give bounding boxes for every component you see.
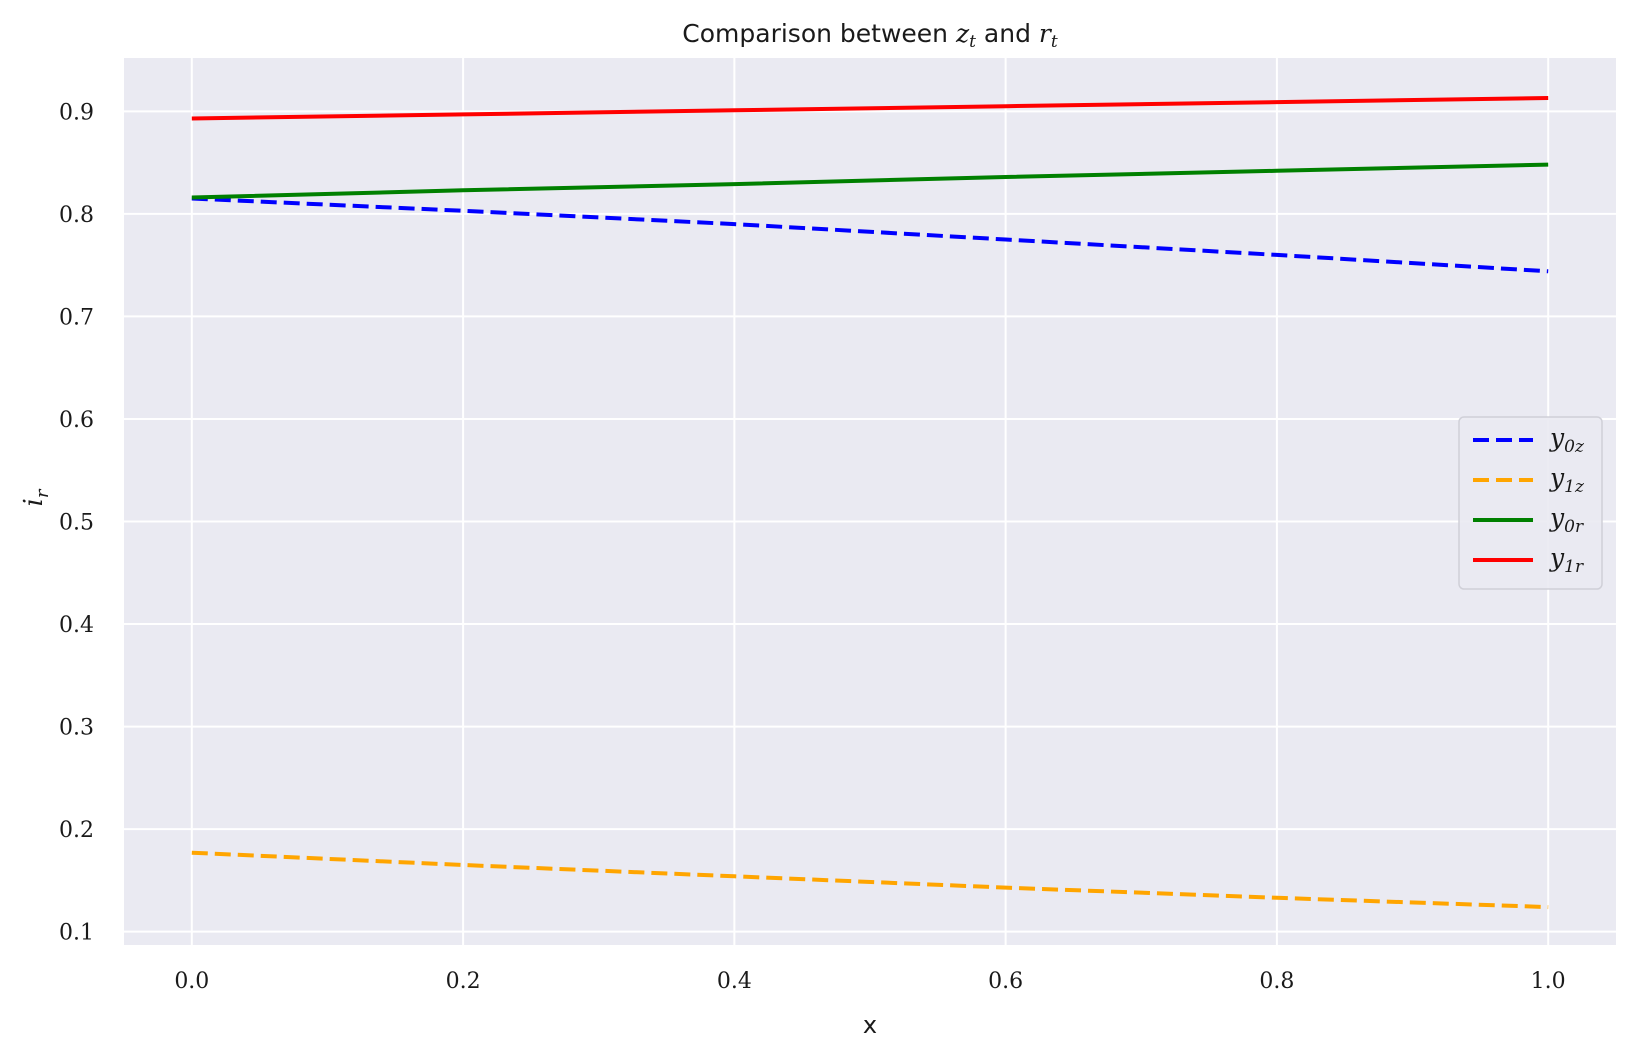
series-line-1r [191,96,1549,121]
title-var2: r [1039,19,1053,48]
legend-label-0r: y0r [1549,503,1584,537]
series-line-0r [191,162,1549,200]
title-var2-sub: t [1051,32,1058,52]
y-tick-label: 0.1 [59,921,94,946]
title-var1-sub: t [969,32,976,52]
legend-label-0z: y0z [1549,423,1585,457]
x-tick-label: 1.0 [1531,969,1566,994]
legend-items: y0z y1z y0r y1r [1473,423,1585,577]
y-tick-label: 0.9 [59,100,94,125]
title-prefix: Comparison between [682,19,956,48]
x-tick-label: 0.8 [1259,969,1294,994]
y-tick-label: 0.6 [59,408,94,433]
y-tick-label: 0.5 [59,510,94,535]
x-tick-label: 0.2 [446,969,481,994]
legend-label-1z: y1z [1549,463,1585,497]
y-axis-label: ir [19,488,53,506]
y-tick-labels: 0.1 0.2 0.3 0.4 0.5 0.6 0.7 0.8 0.9 [59,100,94,945]
legend-box [1458,416,1603,590]
legend: y0z y1z y0r y1r [1458,416,1603,590]
y-tick-label: 0.2 [59,818,94,843]
y-tick-label: 0.8 [59,203,94,228]
plot-area [124,58,1616,945]
x-tick-label: 0.0 [174,969,209,994]
legend-label-1r: y1r [1549,543,1584,577]
chart-title: Comparison between zt and rt [682,19,1058,52]
y-tick-label: 0.7 [59,305,94,330]
x-axis-label: x [863,1011,877,1039]
series-line-0z [191,196,1549,274]
y-tick-label: 0.3 [59,716,94,741]
grid-lines [124,58,1616,945]
x-tick-labels: 0.0 0.2 0.4 0.6 0.8 1.0 [174,969,1565,994]
y-tick-label: 0.4 [59,613,94,638]
y-axis-label-sub: r [32,488,53,498]
x-tick-label: 0.6 [988,969,1023,994]
title-middle: and [976,19,1039,48]
x-tick-label: 0.4 [717,969,752,994]
series-lines [191,96,1549,910]
series-line-1z [191,850,1549,910]
title-var1: z [955,19,970,48]
y-axis-label-base: i [19,498,49,506]
